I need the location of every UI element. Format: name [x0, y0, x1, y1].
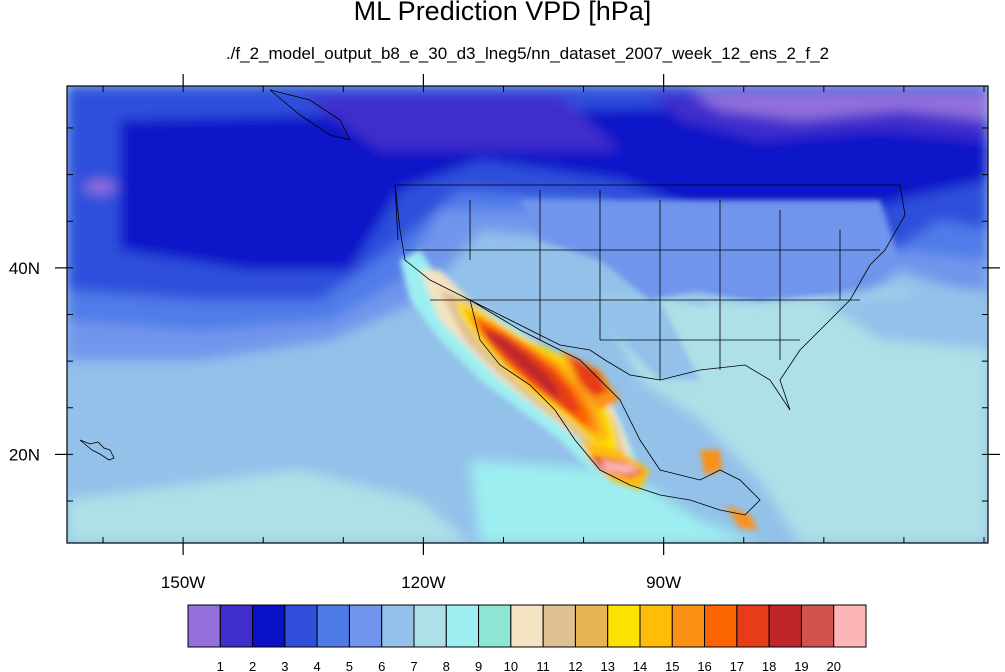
x-tick-label: 90W: [646, 573, 681, 592]
colorbar-label: 9: [475, 659, 482, 672]
colorbar-swatch: [187, 604, 221, 648]
x-tick-label: 150W: [161, 573, 205, 592]
colorbar-label: 15: [665, 659, 679, 672]
colorbar-label: 12: [568, 659, 582, 672]
colorbar-swatch: [542, 604, 576, 648]
colorbar-swatch: [800, 604, 835, 648]
colorbar-swatch: [833, 604, 867, 648]
colorbar-swatch: [607, 604, 641, 648]
y-tick-label: 40N: [9, 259, 40, 278]
y-tick-label: 20N: [9, 445, 40, 464]
colorbar-label: 16: [697, 659, 711, 672]
colorbar-label: 1: [217, 659, 224, 672]
colorbar-label: 11: [536, 659, 550, 672]
colorbar-swatch: [348, 604, 383, 648]
colorbar-swatch: [316, 604, 350, 648]
colorbar-swatch: [768, 604, 802, 648]
colorbar-label: 19: [794, 659, 808, 672]
colorbar-swatch: [252, 604, 286, 648]
colorbar-label: 7: [410, 659, 417, 672]
colorbar-swatch: [704, 604, 738, 648]
colorbar-swatch: [478, 604, 512, 648]
x-tick-label: 120W: [401, 573, 445, 592]
colorbar-label: 3: [281, 659, 288, 672]
colorbar-label: 2: [249, 659, 256, 672]
page-subtitle: ./f_2_model_output_b8_e_30_d3_lneg5/nn_d…: [225, 44, 830, 63]
colorbar-label: 8: [443, 659, 450, 672]
colorbar-swatch: [445, 604, 480, 648]
colorbar-swatch: [736, 604, 770, 648]
colorbar-label: 18: [762, 659, 776, 672]
colorbar-label: 14: [633, 659, 647, 672]
colorbar-swatch: [413, 604, 447, 648]
colorbar: 1 2 3 4 5 6 7 8 9 10 11 12 13 14 15 16 17 18 19 20: [187, 604, 867, 672]
colorbar-swatch: [219, 604, 254, 648]
colorbar-label: 4: [314, 659, 321, 672]
colorbar-swatch: [510, 604, 544, 648]
colorbar-swatch: [639, 604, 673, 648]
colorbar-label: 20: [826, 659, 840, 672]
colorbar-label: 6: [378, 659, 385, 672]
colorbar-swatch: [671, 604, 706, 648]
colorbar-label: 13: [600, 659, 614, 672]
geo-borders: [79, 89, 906, 516]
page-title: ML Prediction VPD [hPa]: [353, 0, 652, 26]
colorbar-swatch: [381, 604, 415, 648]
colorbar-label: 10: [504, 659, 518, 672]
colorbar-label: 5: [346, 659, 353, 672]
colorbar-swatch: [574, 604, 609, 648]
axis-ticks: 150W 120W 90W 40N 20N: [9, 74, 1000, 592]
vpd-field: [67, 86, 988, 543]
colorbar-label: 17: [730, 659, 744, 672]
colorbar-swatch: [284, 604, 318, 648]
